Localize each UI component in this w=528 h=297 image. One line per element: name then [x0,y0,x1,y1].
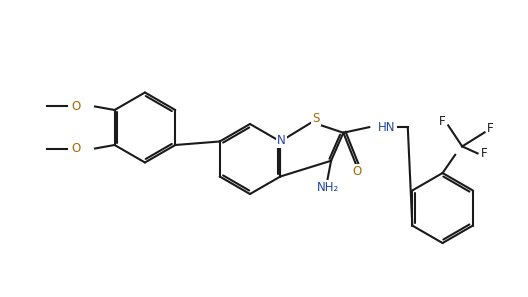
Text: O: O [353,165,362,178]
Text: NH₂: NH₂ [316,181,339,194]
Text: F: F [487,122,494,135]
Text: F: F [439,116,446,128]
Text: O: O [71,100,81,113]
Text: S: S [313,112,320,124]
Text: N: N [277,134,286,147]
Text: O: O [71,142,81,155]
Text: F: F [482,147,488,160]
Text: HN: HN [379,121,396,134]
